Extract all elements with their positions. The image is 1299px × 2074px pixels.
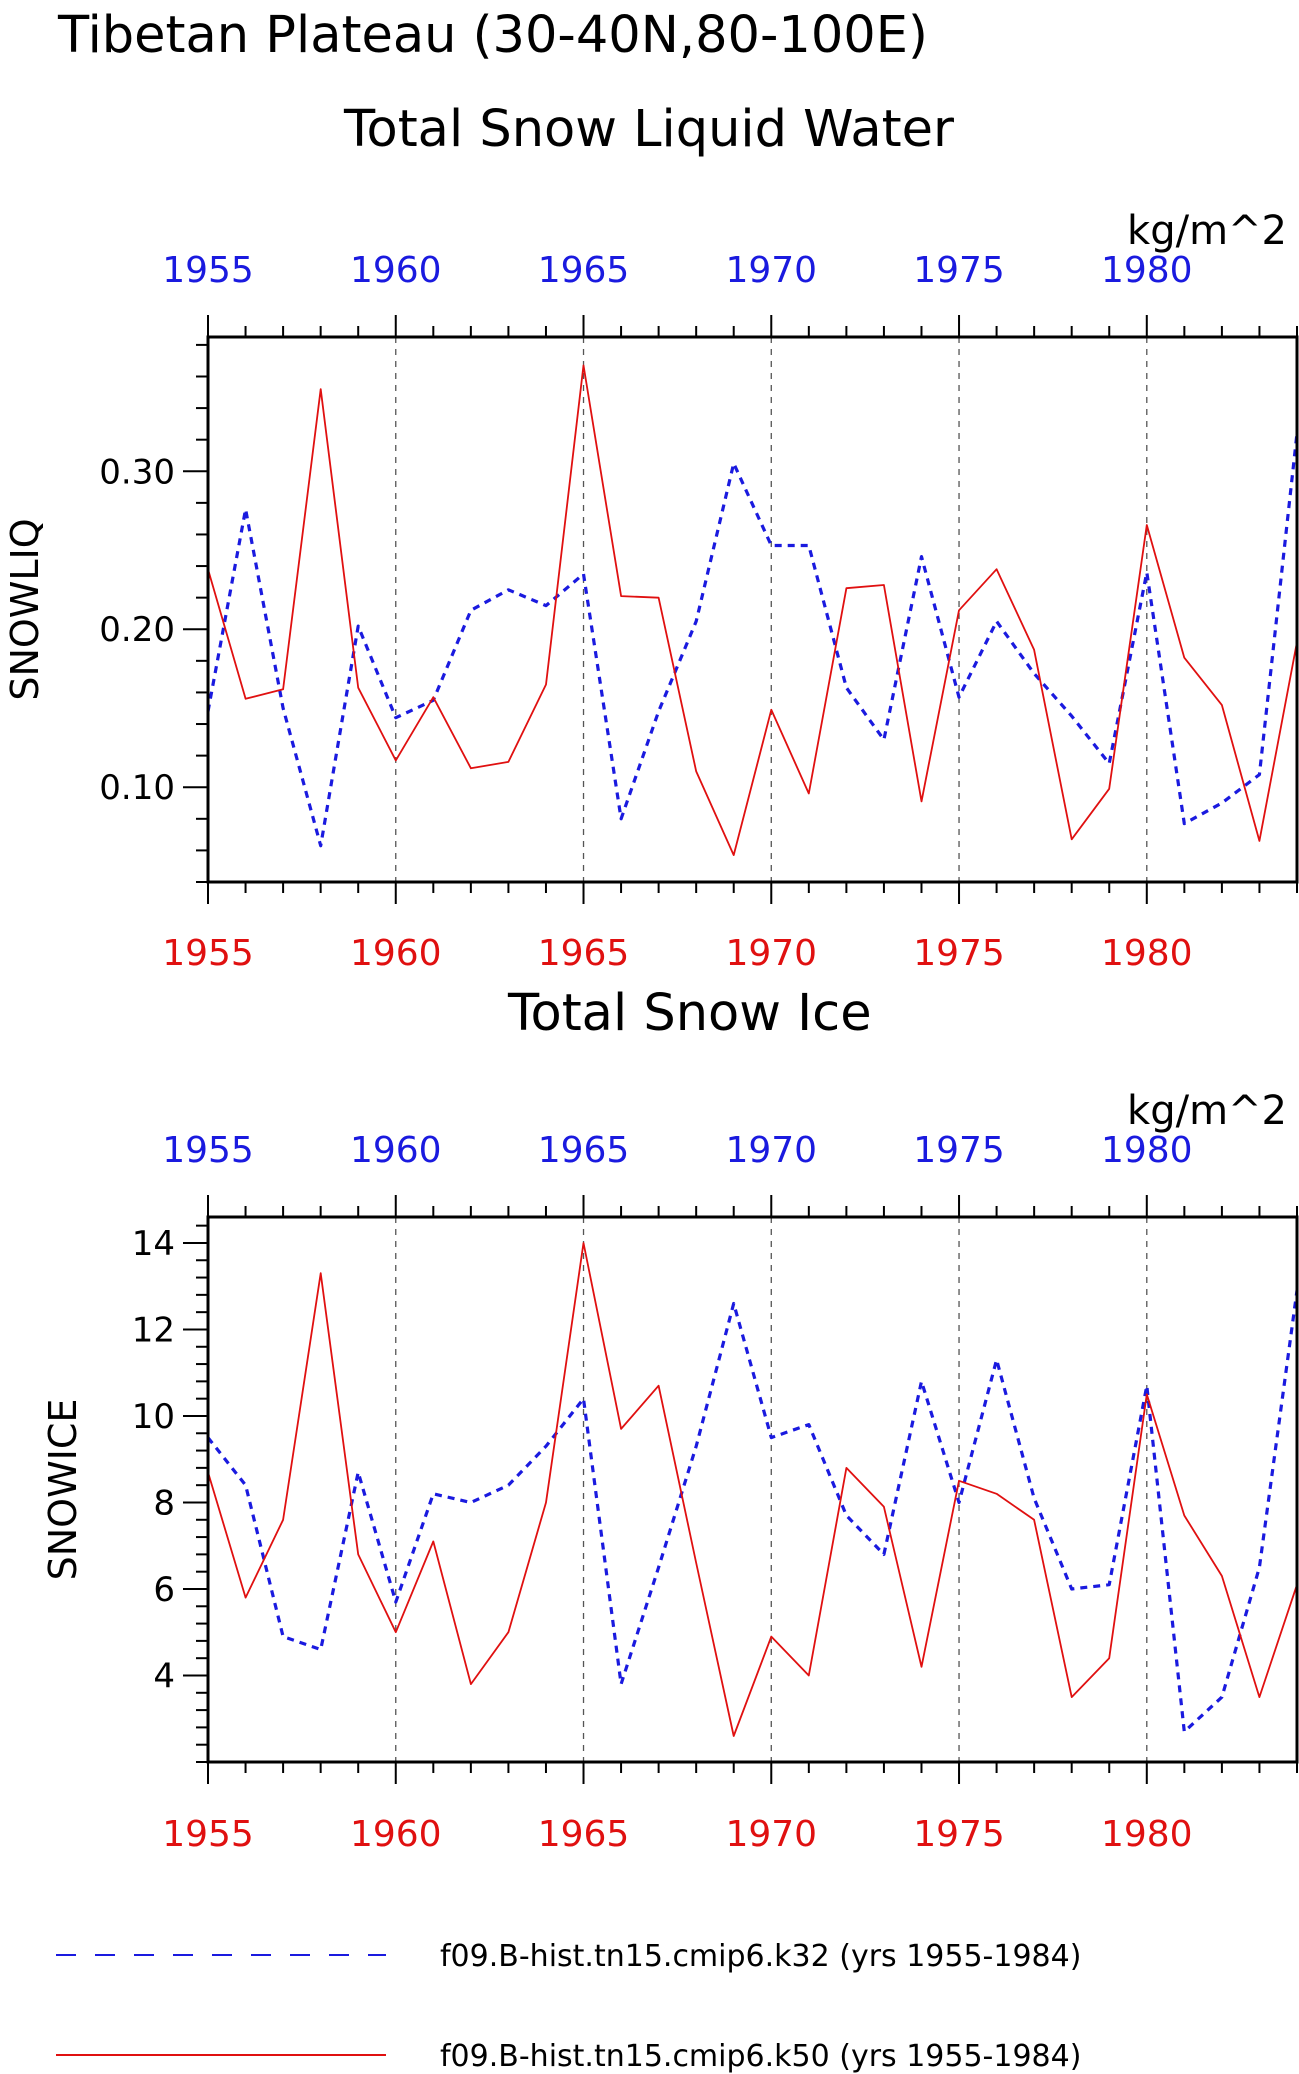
snowice-units-label: kg/m^2 [1127,1088,1287,1134]
snowliq-xtick-label-bottom: 1975 [913,933,1005,974]
snowice-panel: 1955 1955 1960 1960 1965 1965 1970 1970 1975 1975… [41,1088,1299,1855]
snowice-xtick-label-top: 1955 [162,1130,254,1171]
snowice-xtick-label-top: 1975 [913,1130,1005,1171]
snowliq-units-label: kg/m^2 [1127,208,1287,254]
snowliq-ylabel: SNOWLIQ [3,518,47,700]
panel2-title: Total Snow Ice [507,984,872,1043]
snowice-ytick-label: 10 [132,1397,175,1437]
snowice-plot-frame [206,1215,1299,1764]
snowice-xtick-label-bottom: 1975 [913,1814,1005,1855]
snowliq-xtick-label-top: 1965 [538,250,630,291]
snowice-ytick-label: 14 [132,1224,175,1264]
snowice-xtick-label-bottom: 1970 [725,1814,817,1855]
snowice-xtick-label-top: 1960 [350,1130,442,1171]
snowice-xtick-label-bottom: 1980 [1101,1814,1193,1855]
snowice-ytick-label: 4 [153,1656,175,1696]
snowice-xtick-label-top: 1980 [1101,1130,1193,1171]
snowliq-xtick-label-top: 1955 [162,250,254,291]
legend-k32-label: f09.B-hist.tn15.cmip6.k32 (yrs 1955-1984… [440,1939,1081,1974]
snowliq-xtick-label-bottom: 1970 [725,933,817,974]
panel1-title: Total Snow Liquid Water [343,100,954,159]
snowliq-xtick-label-bottom: 1980 [1101,933,1193,974]
snowliq-xtick-label-top: 1975 [913,250,1005,291]
snowliq-xtick-label-top: 1960 [350,250,442,291]
snowliq-ytick-label: 0.10 [99,768,175,808]
snowliq-ytick-label: 0.30 [99,452,175,492]
snowliq-panel: 1955 1955 1960 1960 1965 1965 1970 1970 1975 1975… [3,208,1299,974]
snowice-xtick-label-bottom: 1960 [350,1814,442,1855]
snowice-xtick-label-bottom: 1965 [538,1814,630,1855]
snowliq-ytick-label: 0.20 [99,610,175,650]
snowliq-xtick-label-bottom: 1960 [350,933,442,974]
snowice-xtick-label-top: 1965 [538,1130,630,1171]
snowliq-xtick-label-bottom: 1965 [538,933,630,974]
snowliq-series-k32 [206,433,1299,848]
snowice-ylabel: SNOWICE [41,1399,85,1581]
snowice-xtick-label-bottom: 1955 [162,1814,254,1855]
snowice-series-k32 [206,1290,1299,1734]
snowliq-xtick-label-top: 1970 [725,250,817,291]
figure-title-line1: Tibetan Plateau (30-40N,80-100E) [57,6,928,65]
snowice-ytick-label: 6 [153,1570,175,1610]
snowice-ytick-label: 8 [153,1483,175,1523]
snowliq-xtick-label-top: 1980 [1101,250,1193,291]
snowice-ytick-label: 12 [132,1310,175,1350]
legend: f09.B-hist.tn15.cmip6.k32 (yrs 1955-1984… [56,1939,1081,2074]
snowliq-series-k50 [207,364,1298,856]
legend-k50-label: f09.B-hist.tn15.cmip6.k50 (yrs 1955-1984… [440,2039,1081,2074]
snowliq-plot-frame [206,335,1299,884]
snowice-series-k50 [207,1242,1298,1737]
snowice-xtick-label-top: 1970 [725,1130,817,1171]
snowliq-xtick-label-bottom: 1955 [162,933,254,974]
